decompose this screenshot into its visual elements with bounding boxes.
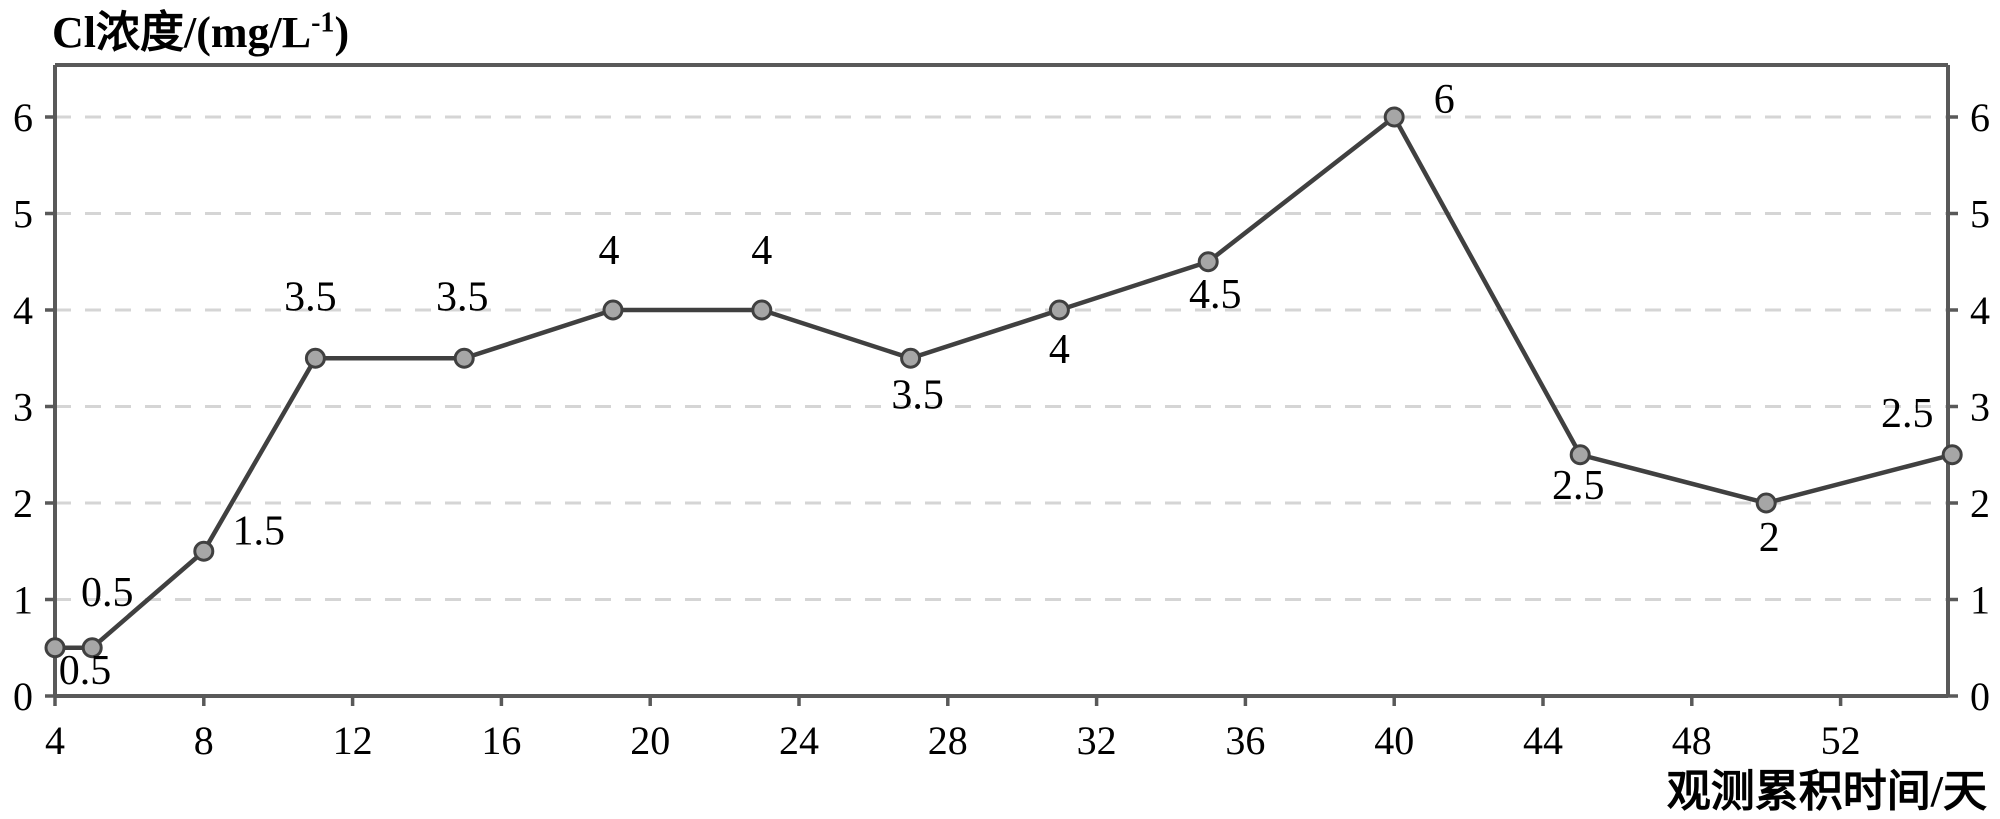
svg-text:16: 16 <box>481 718 521 763</box>
svg-text:36: 36 <box>1225 718 1265 763</box>
svg-text:4.5: 4.5 <box>1189 272 1242 318</box>
svg-text:8: 8 <box>194 718 214 763</box>
svg-text:1: 1 <box>13 578 33 623</box>
svg-text:24: 24 <box>779 718 819 763</box>
svg-text:4: 4 <box>13 288 33 333</box>
svg-text:1: 1 <box>1970 578 1990 623</box>
svg-text:5: 5 <box>1970 192 1990 237</box>
svg-text:32: 32 <box>1077 718 1117 763</box>
svg-text:1.5: 1.5 <box>233 508 286 554</box>
svg-text:12: 12 <box>333 718 373 763</box>
svg-text:6: 6 <box>13 95 33 140</box>
svg-text:20: 20 <box>630 718 670 763</box>
svg-text:4: 4 <box>1049 327 1070 373</box>
svg-text:5: 5 <box>13 192 33 237</box>
svg-text:4: 4 <box>751 228 772 274</box>
svg-text:3.5: 3.5 <box>436 274 489 320</box>
svg-text:2: 2 <box>13 481 33 526</box>
svg-text:0.5: 0.5 <box>81 570 134 616</box>
svg-text:3: 3 <box>13 385 33 430</box>
svg-text:4: 4 <box>599 228 620 274</box>
svg-text:0.5: 0.5 <box>59 648 112 694</box>
svg-text:0: 0 <box>1970 674 1990 719</box>
svg-text:28: 28 <box>928 718 968 763</box>
svg-text:2: 2 <box>1970 481 1990 526</box>
svg-text:40: 40 <box>1374 718 1414 763</box>
svg-text:2.5: 2.5 <box>1552 463 1605 509</box>
svg-text:3.5: 3.5 <box>891 372 944 418</box>
svg-text:44: 44 <box>1523 718 1563 763</box>
svg-text:0: 0 <box>13 674 33 719</box>
svg-text:4: 4 <box>1970 288 1990 333</box>
svg-text:6: 6 <box>1434 77 1455 123</box>
svg-text:2.5: 2.5 <box>1881 391 1934 437</box>
svg-text:3.5: 3.5 <box>284 274 337 320</box>
svg-text:2: 2 <box>1759 515 1780 561</box>
svg-text:6: 6 <box>1970 95 1990 140</box>
svg-text:4: 4 <box>45 718 65 763</box>
svg-text:3: 3 <box>1970 385 1990 430</box>
